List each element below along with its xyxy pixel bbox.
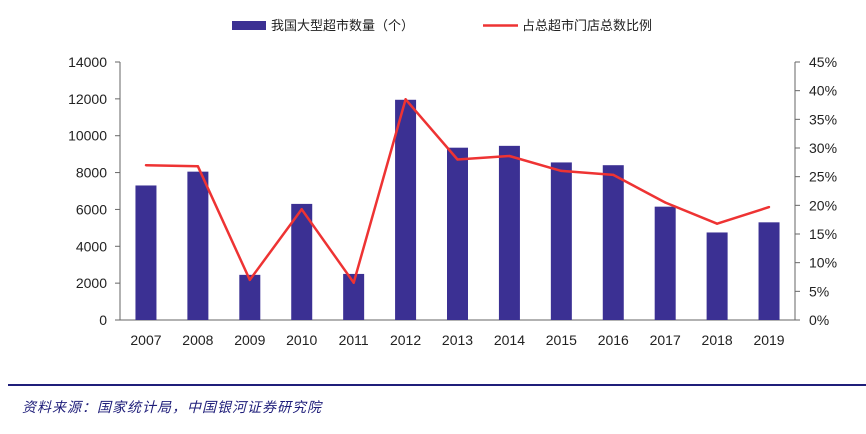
y-left-tick-label: 14000 [68, 54, 107, 70]
y-left-tick-label: 12000 [68, 91, 107, 107]
legend-bar-swatch [232, 21, 266, 30]
ratio-point-2008 [196, 165, 200, 168]
bar-2016 [602, 165, 624, 320]
ratio-point-2007 [144, 164, 148, 167]
x-tick-label: 2009 [234, 332, 265, 348]
bar-2012 [395, 99, 417, 321]
combo-chart: 我国大型超市数量（个） 占总超市门店总数比例 2007 2008 2009 2010 2… [68, 18, 837, 348]
bar-2018 [706, 232, 728, 320]
x-tick-label: 2013 [442, 332, 473, 348]
y-right-tick-label: 15% [809, 226, 837, 242]
x-tick-label: 2014 [494, 332, 525, 348]
y-right-tick-label: 40% [809, 83, 837, 99]
bar-2007 [135, 185, 157, 320]
x-axis-ticks: 2007 2008 2009 2010 2011 2012 2013 2014 2015 2016… [130, 332, 784, 348]
y-right-tick-label: 45% [809, 54, 837, 70]
y-right-tick-label: 25% [809, 169, 837, 185]
bars [135, 99, 780, 321]
x-tick-label: 2011 [339, 332, 369, 348]
y-right-ticks: 0% 5% 10% 15% 20% 25% 30% 35% 40% 45% [809, 54, 837, 328]
y-right-tick-label: 5% [809, 283, 829, 299]
y-right-tick-label: 20% [809, 197, 837, 213]
ratio-point-2019 [767, 205, 771, 209]
y-left-ticks: 0 2000 4000 6000 8000 10000 12000 14000 [68, 54, 107, 328]
ratio-point-2011 [352, 281, 355, 284]
bar-2013 [447, 147, 468, 320]
ratio-point-2014 [508, 154, 511, 158]
x-tick-label: 2012 [390, 332, 421, 348]
ratio-point-2017 [663, 201, 667, 204]
y-left-tick-label: 10000 [68, 128, 107, 144]
ratio-point-2013 [456, 158, 459, 161]
x-tick-label: 2010 [286, 332, 317, 348]
source-note: 资料来源：国家统计局，中国银河证券研究院 [22, 400, 322, 416]
bar-2011 [343, 273, 365, 320]
ratio-point-2010 [300, 208, 303, 211]
x-tick-label: 2018 [702, 332, 733, 348]
y-left-tick-label: 8000 [76, 165, 107, 181]
y-right-tick-label: 10% [809, 255, 837, 271]
source-divider [8, 384, 866, 386]
ratio-point-2009 [248, 278, 252, 282]
x-tick-label: 2017 [650, 332, 681, 348]
y-right-tick-label: 35% [809, 111, 837, 127]
x-tick-label: 2019 [753, 332, 784, 348]
y-left-tick-label: 2000 [76, 275, 107, 291]
y-left-tick-label: 0 [99, 312, 107, 328]
x-tick-label: 2015 [546, 332, 577, 348]
x-tick-label: 2007 [130, 332, 161, 348]
bar-2019 [758, 222, 780, 320]
ratio-point-2016 [612, 173, 615, 177]
x-tick-label: 2016 [598, 332, 629, 348]
y-left-tick-label: 4000 [76, 238, 107, 254]
bar-2010 [291, 203, 313, 320]
bar-2017 [654, 206, 676, 320]
ratio-point-2018 [715, 222, 719, 225]
ratio-line [144, 98, 771, 284]
ratio-point-2015 [560, 169, 563, 173]
legend: 我国大型超市数量（个） 占总超市门店总数比例 [232, 18, 652, 34]
bar-2014 [498, 145, 520, 320]
legend-bar-label: 我国大型超市数量（个） [271, 18, 414, 34]
bar-2009 [239, 274, 261, 320]
y-right-tick-label: 0% [809, 312, 829, 328]
bar-2015 [550, 162, 572, 320]
y-left-tick-label: 6000 [76, 201, 107, 217]
y-right-tick-label: 30% [809, 140, 837, 156]
ratio-point-2012 [404, 98, 407, 101]
legend-line-label: 占总超市门店总数比例 [522, 18, 652, 34]
bar-2008 [187, 171, 209, 320]
x-tick-label: 2008 [182, 332, 213, 348]
